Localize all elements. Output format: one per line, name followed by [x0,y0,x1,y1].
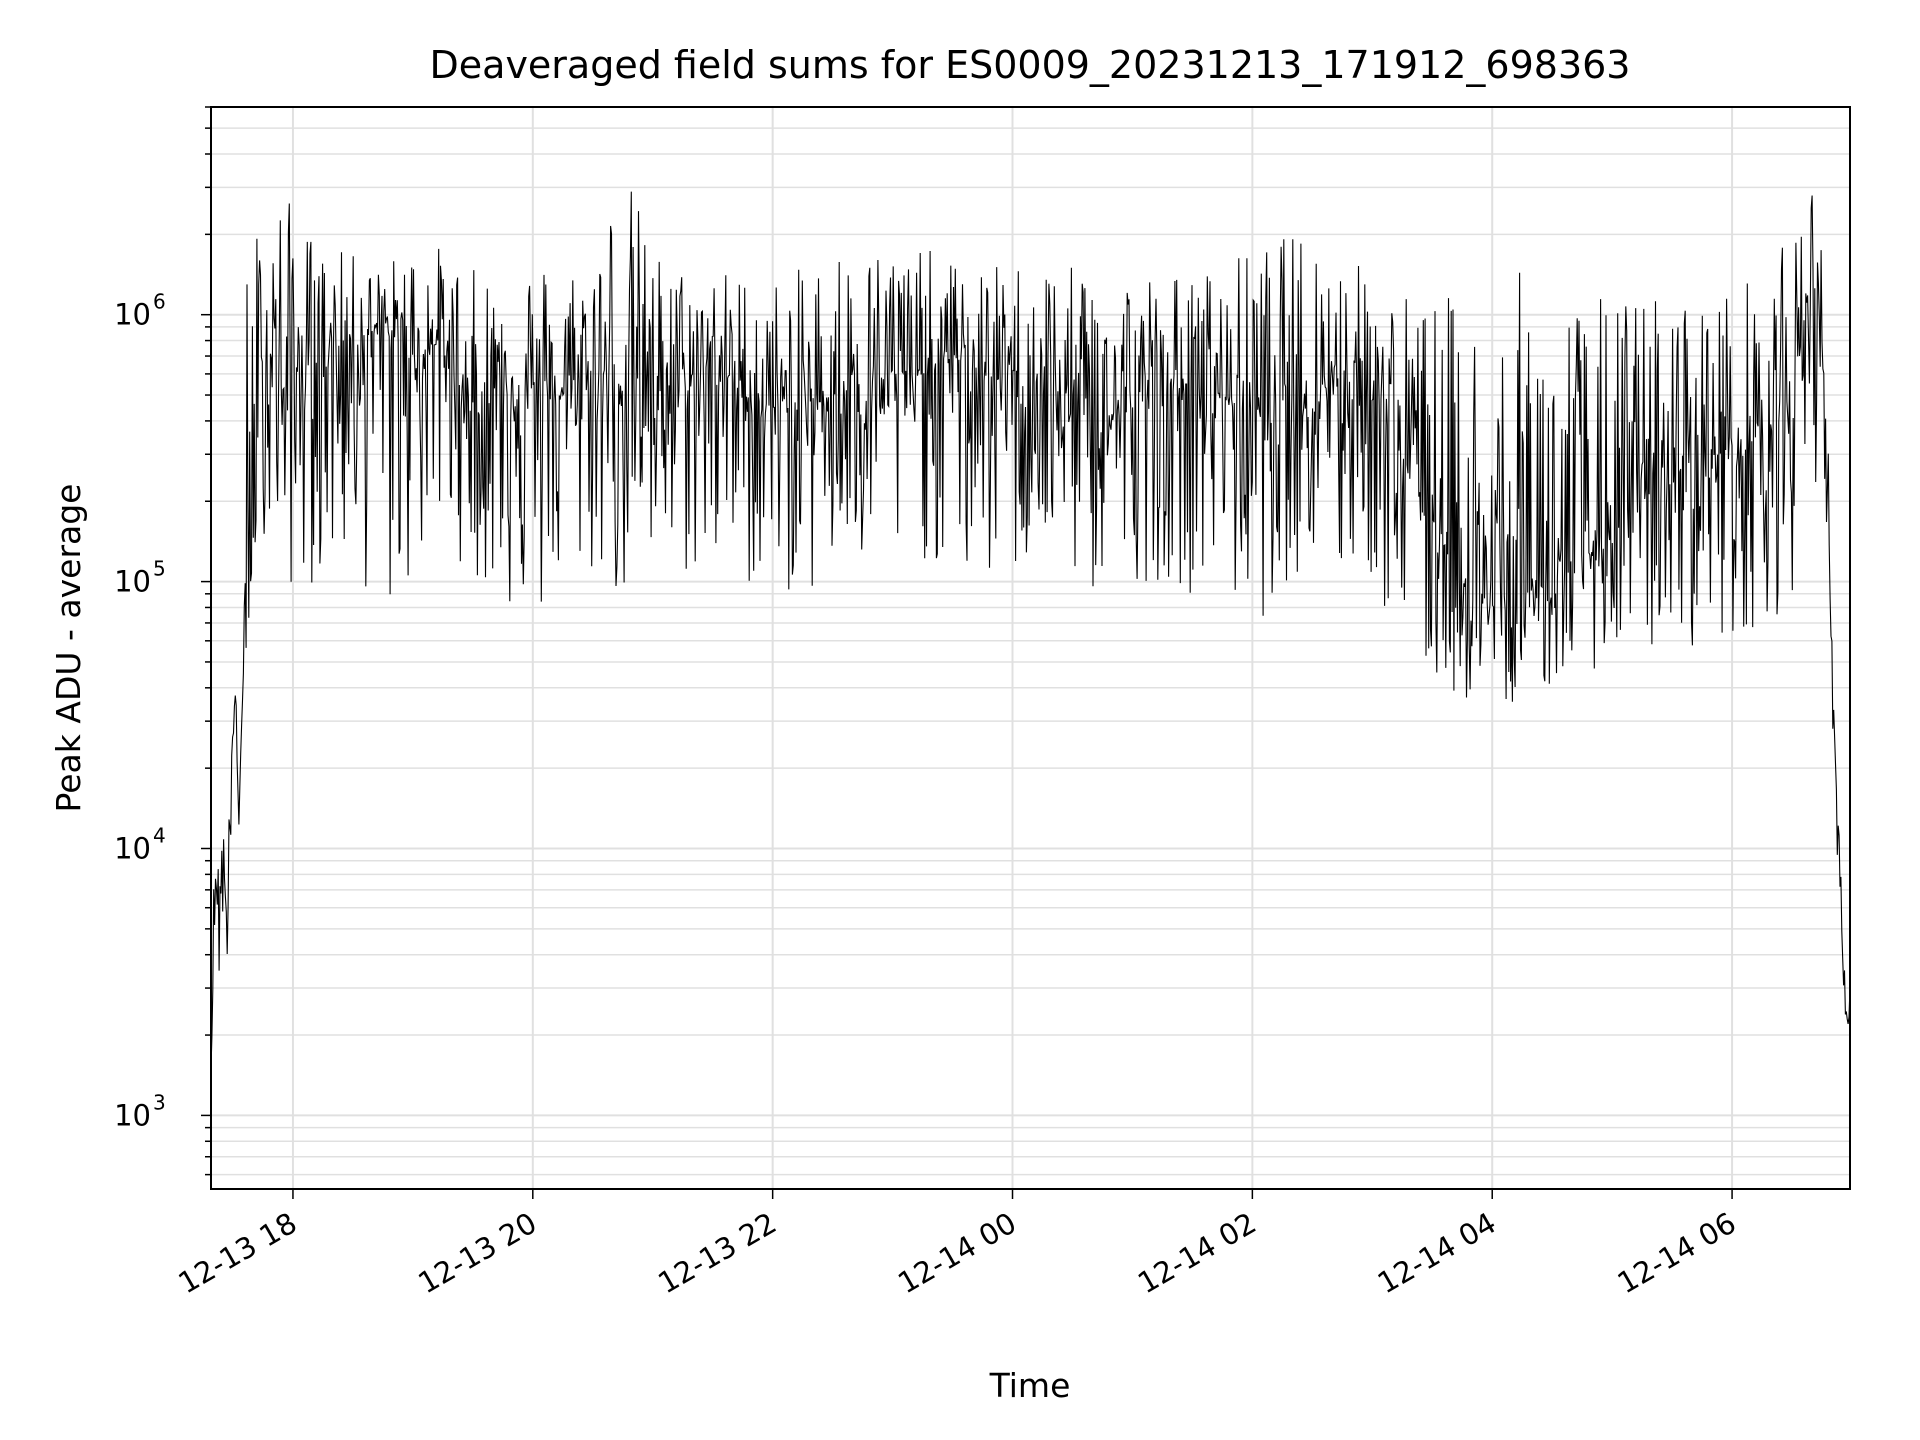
y-axis-label: Peak ADU - average [49,484,88,813]
y-tick-label: 10 [114,565,151,599]
y-tick-exponent: 6 [153,290,166,314]
series-line [210,191,1851,1069]
plot-frame [210,106,1851,1190]
x-axis-label: Time [989,1366,1071,1405]
series-layer [210,191,1851,1069]
y-tick-exponent: 5 [153,557,166,581]
chart-title: Deaveraged field sums for ES0009_2023121… [430,43,1631,87]
grid [211,106,1850,1189]
y-tick-exponent: 4 [153,824,166,848]
x-tick-label: 12-13 18 [173,1206,303,1301]
y-tick-label: 10 [114,298,151,332]
y-tick-exponent: 3 [153,1090,166,1114]
y-tick-label: 10 [114,832,151,866]
x-tick-label: 12-14 06 [1612,1206,1742,1301]
x-tick-label: 12-14 00 [892,1206,1022,1301]
x-tick-label: 12-14 04 [1372,1206,1502,1301]
x-tick-label: 12-13 22 [652,1206,782,1301]
x-tick-label: 12-14 02 [1132,1206,1262,1301]
y-tick-label: 10 [114,1098,151,1132]
x-tick-label: 12-13 20 [412,1206,542,1301]
